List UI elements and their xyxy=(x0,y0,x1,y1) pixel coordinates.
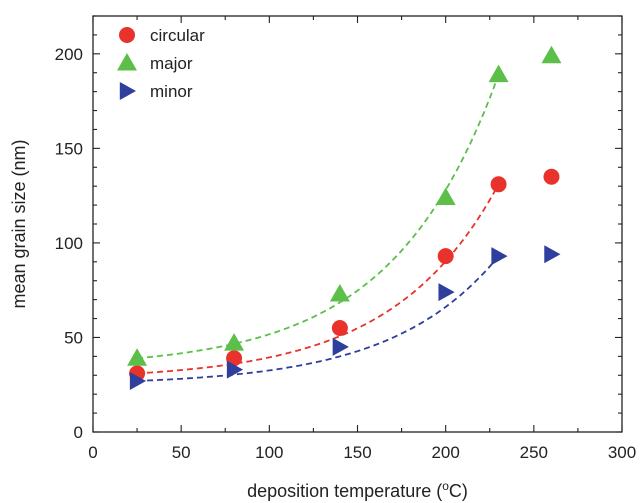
point-minor xyxy=(226,360,244,379)
data-markers xyxy=(127,45,562,390)
legend-marker-major xyxy=(117,53,137,71)
point-circular xyxy=(226,350,243,367)
x-tick-label: 0 xyxy=(88,443,97,462)
y-tick-label: 100 xyxy=(55,234,83,253)
legend-marker-circular xyxy=(119,27,135,43)
y-tick-label: 0 xyxy=(74,423,83,442)
axes: 0 50 100 150 200 250 300 0 50 100 150 200 xyxy=(55,15,636,462)
fit-curve-minor xyxy=(137,255,500,382)
x-tick-label: 150 xyxy=(343,443,371,462)
point-major xyxy=(541,45,562,64)
y-tick-label: 200 xyxy=(55,45,83,64)
point-circular xyxy=(543,168,560,185)
x-tick-label: 100 xyxy=(255,443,283,462)
fit-curve-major xyxy=(136,74,500,360)
fit-curves xyxy=(136,74,500,382)
legend: circular major minor xyxy=(117,26,205,101)
point-minor xyxy=(544,245,561,264)
y-axis-title: mean grain size (nm) xyxy=(9,139,29,308)
point-major xyxy=(224,333,245,351)
point-minor xyxy=(332,337,349,356)
x-tick-label: 50 xyxy=(172,443,191,462)
plot-frame xyxy=(92,15,623,433)
legend-label-major: major xyxy=(150,54,193,73)
x-axis-title: deposition temperature (oC) xyxy=(247,479,468,501)
x-tick-label: 250 xyxy=(520,443,548,462)
x-tick-label: 300 xyxy=(608,443,636,462)
point-circular xyxy=(437,248,454,265)
point-major xyxy=(329,283,350,302)
point-major xyxy=(435,187,456,206)
point-minor xyxy=(129,371,147,390)
point-circular xyxy=(331,320,348,336)
point-minor xyxy=(438,283,455,302)
x-tick-label: 200 xyxy=(431,443,459,462)
point-minor xyxy=(491,247,508,266)
legend-label-minor: minor xyxy=(150,82,193,101)
point-circular xyxy=(490,176,507,193)
legend-label-circular: circular xyxy=(150,26,205,45)
y-tick-label: 50 xyxy=(64,328,83,347)
legend-marker-minor xyxy=(119,82,136,100)
fit-curve-circular xyxy=(137,183,500,375)
y-tick-label: 150 xyxy=(55,139,83,158)
point-major xyxy=(127,348,148,366)
point-major xyxy=(488,64,509,83)
